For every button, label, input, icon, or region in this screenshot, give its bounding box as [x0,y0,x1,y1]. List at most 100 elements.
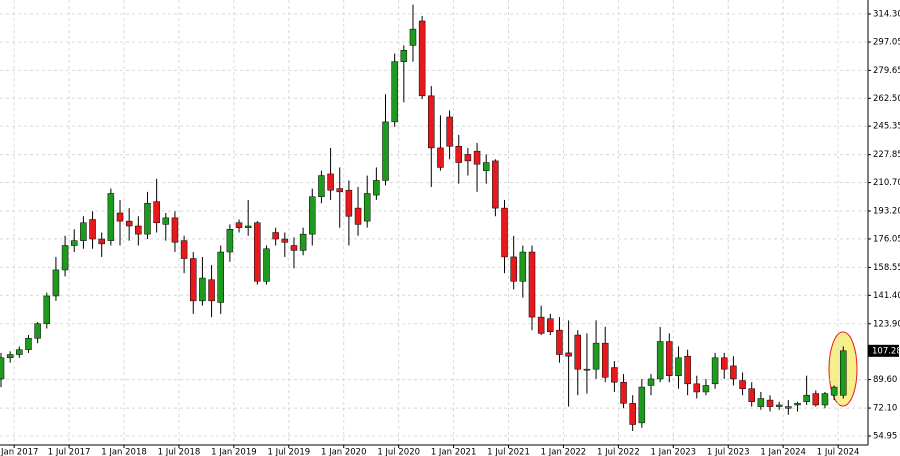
candle-body [98,238,105,245]
candle-body [537,316,545,334]
x-tick-label: 1 Jul 2022 [597,448,640,456]
candle-body [327,173,334,191]
candle-body [144,202,151,235]
candle-body [519,251,527,282]
candle-body [70,240,78,246]
candle-body [290,245,298,251]
x-tick-label: 1 Jan 2023 [651,448,697,456]
candle-body [757,398,765,407]
price-label-box [868,344,899,357]
candle-body [61,245,69,271]
candle-body [638,386,646,424]
y-tick-label: 72.10 [873,404,897,414]
candle-body [647,378,655,386]
candle-body [345,189,353,217]
candle-body [748,388,755,402]
candle-body [583,368,591,371]
candle-body [116,212,124,222]
candle-body [656,341,664,380]
y-tick-label: 297.05 [873,38,900,48]
candle-body [482,162,490,171]
candle-body [409,28,417,46]
candle-body [437,147,444,168]
candle-body [153,201,160,223]
x-tick-label: 1 Jul 2021 [487,448,530,456]
candle-body [473,150,481,165]
candle-body [766,399,774,407]
candle-body [720,357,728,370]
candle-body [565,352,572,357]
candle-body [455,146,462,163]
y-tick-label: 314.30 [873,9,900,19]
candles [0,4,847,432]
candle-body [821,393,829,406]
y-tick-label: 279.65 [873,66,900,76]
candle-body [574,334,582,370]
x-tick-label: 1 Jan 2020 [321,448,367,456]
candle-body [43,295,51,324]
candle-body [556,329,563,355]
candle-body [812,393,820,406]
y-tick-label: 89.60 [873,375,897,385]
candle-body [675,357,682,376]
x-tick-label: 1 Jan 2022 [541,448,587,456]
candle-body [281,238,289,243]
candle-body [739,380,746,389]
candle-body [510,256,517,282]
candle-body [840,350,847,396]
candle-body [611,367,618,383]
x-tick-label: Jan 2017 [0,448,38,456]
candle-body [693,383,701,393]
candle-body [217,251,224,303]
candle-body [162,217,170,225]
candle-body [373,180,380,196]
candle-body [775,404,783,407]
candle-body [208,279,215,302]
y-tick-label: 210.70 [873,178,900,188]
candle-body [6,354,14,359]
candle-body [309,196,316,235]
y-tick-label: 227.85 [873,150,900,160]
candle-body [492,160,499,209]
x-tick-label: 1 Jan 2024 [760,448,806,456]
candle-body [400,50,408,62]
candle-body [354,207,362,225]
y-tick-label: 245.35 [873,122,900,132]
candle-body [528,251,536,318]
candle-body [711,357,719,385]
candle-body [254,222,261,282]
x-tick-label: 1 Jul 2024 [817,448,860,456]
candle-body [299,233,307,251]
candle-body [547,318,554,333]
candle-body [391,61,398,123]
candle-body [318,175,325,197]
labels: 54.95 72.10 89.60 123.90 141.40 158.55 176.05 1… [0,9,900,456]
candle-body [464,154,472,162]
y-tick-label: 176.05 [873,234,900,244]
x-tick-label: 1 Jan 2021 [431,448,477,456]
candle-body [830,386,838,396]
candle-body [501,207,508,258]
candle-body [80,222,87,241]
candle-body [25,338,32,350]
candle-body [592,342,600,370]
candle-body [16,349,23,355]
candle-body [336,188,343,193]
y-tick-label: 158.55 [873,263,900,273]
candle-body [629,403,636,425]
y-tick-label: 141.40 [873,291,900,301]
x-tick-label: 1 Jul 2019 [267,448,310,456]
candle-body [794,403,801,406]
candle-body [34,323,41,339]
x-tick-label: 1 Jan 2018 [101,448,147,456]
candle-body [226,229,234,253]
candle-body [785,406,792,409]
candle-body [263,248,270,282]
y-tick-label: 54.95 [873,431,897,441]
candle-body [272,232,279,240]
x-tick-label: 1 Jul 2023 [707,448,750,456]
candle-body [0,357,5,380]
candle-body [244,225,252,228]
x-tick-label: 1 Jul 2018 [158,448,201,456]
